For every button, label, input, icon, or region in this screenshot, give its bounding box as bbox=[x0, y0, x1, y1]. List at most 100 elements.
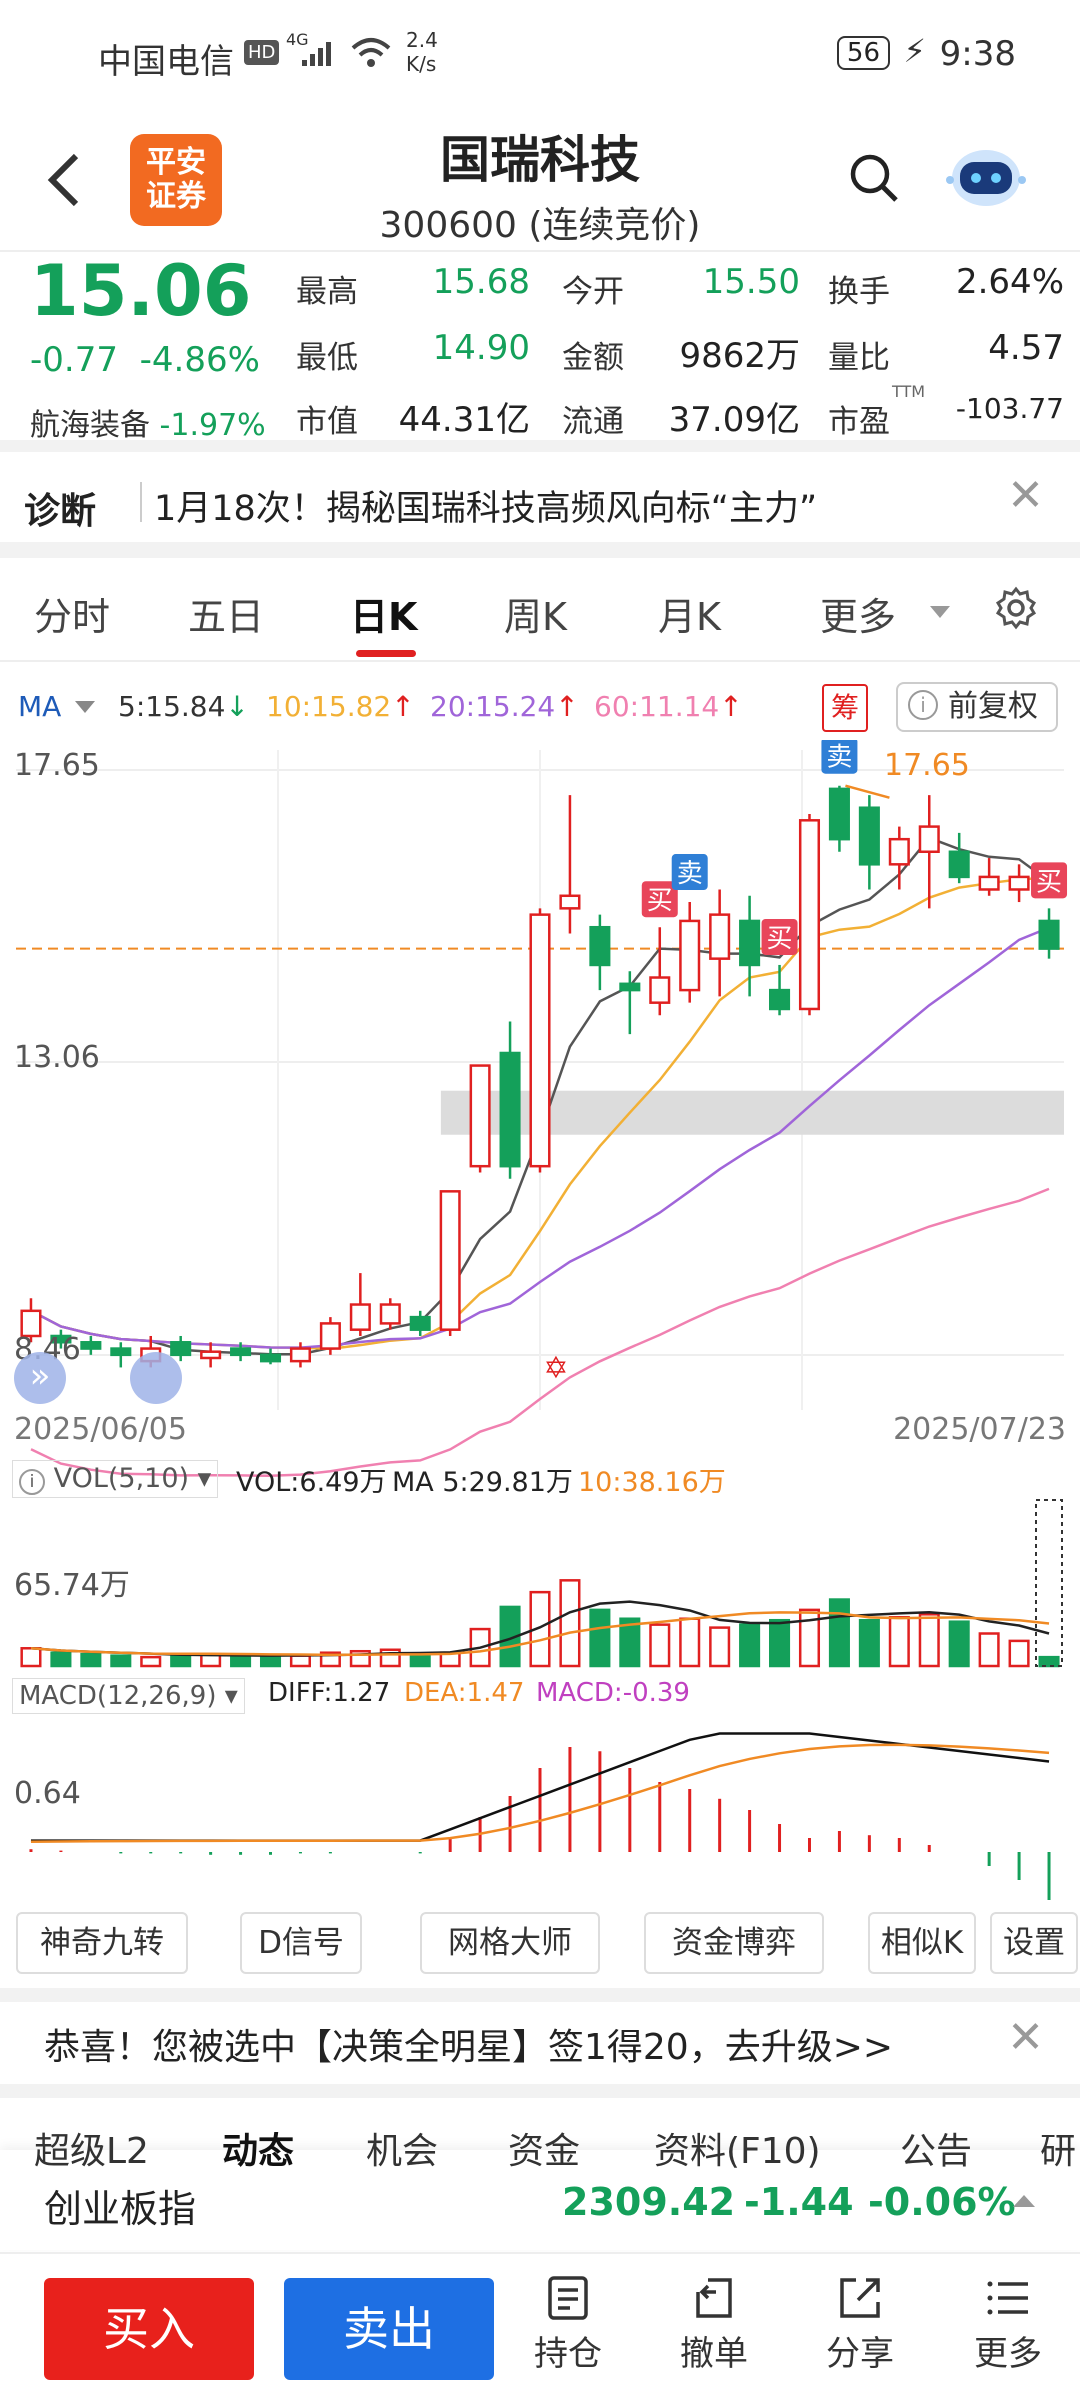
quote-field-label: 量比 bbox=[828, 340, 890, 376]
signal-tag bbox=[641, 881, 678, 918]
signal-tag-text: 买 bbox=[1036, 867, 1062, 897]
chevron-up-icon[interactable] bbox=[1012, 2194, 1036, 2208]
tab-4[interactable]: 月K bbox=[658, 595, 721, 639]
volume-bar bbox=[50, 1651, 72, 1668]
price-change: -0.77 -4.86% bbox=[30, 340, 260, 380]
indicator-button[interactable]: 设置 bbox=[990, 1912, 1078, 1974]
detail-tab[interactable]: 公告 bbox=[900, 2131, 973, 2172]
candle-body bbox=[379, 1303, 401, 1325]
detail-tab[interactable]: 机会 bbox=[366, 2131, 439, 2172]
signal-tag bbox=[671, 854, 708, 891]
share-button[interactable]: 分享 bbox=[800, 2274, 920, 2375]
volume-bar bbox=[709, 1626, 731, 1668]
chevron-down-icon[interactable] bbox=[74, 700, 96, 714]
candle-body bbox=[918, 825, 940, 854]
indicator-button[interactable]: D信号 bbox=[240, 1912, 362, 1974]
promo-banner[interactable]: 恭喜！您被选中【决策全明星】签1得20，去升级>> ✕ bbox=[0, 2000, 1080, 2084]
clock: 9:38 bbox=[939, 34, 1016, 74]
tab-0[interactable]: 分时 bbox=[34, 595, 111, 639]
detail-tab[interactable]: 动态 bbox=[222, 2131, 295, 2172]
tab-2[interactable]: 日K bbox=[350, 595, 418, 639]
volume-bar bbox=[948, 1620, 970, 1668]
diagnosis-bar[interactable]: 诊断 1月18次！揭秘国瑞科技高频风向标“主力” ✕ bbox=[0, 452, 1080, 542]
active-tab-indicator bbox=[356, 650, 416, 657]
index-ticker-bar[interactable]: 创业板指 2309.42 -1.44 -0.06% bbox=[0, 2150, 1080, 2250]
close-icon[interactable]: ✕ bbox=[1007, 2012, 1044, 2063]
high-marker-label: 17.65 bbox=[884, 748, 970, 783]
adjust-mode-button[interactable]: i 前复权 bbox=[896, 682, 1058, 732]
info-icon: i bbox=[19, 1469, 45, 1495]
settings-gear-icon[interactable] bbox=[994, 586, 1038, 630]
detail-tab[interactable]: 资金 bbox=[508, 2131, 581, 2172]
volume-bar bbox=[649, 1623, 671, 1668]
broker-logo[interactable]: 平安 证券 bbox=[130, 134, 222, 226]
y-mid-label: 13.06 bbox=[14, 1040, 100, 1075]
vol-ma5: MA 5:29.81万 bbox=[392, 1467, 573, 1498]
candle-body bbox=[709, 913, 731, 960]
sell-button[interactable]: 卖出 bbox=[284, 2278, 494, 2380]
volume-bar bbox=[1008, 1639, 1030, 1668]
candle-body bbox=[289, 1347, 311, 1363]
x-end-label: 2025/07/23 bbox=[893, 1412, 1066, 1447]
buy-button[interactable]: 买入 bbox=[44, 2278, 254, 2380]
ai-assistant-icon[interactable] bbox=[946, 140, 1026, 212]
quote-field-value: 15.68 bbox=[432, 262, 530, 302]
vol-indicator-select[interactable]: i VOL(5,10) ▾ bbox=[12, 1460, 219, 1498]
carrier-label: 中国电信 bbox=[98, 42, 234, 82]
indicator-button[interactable]: 相似K bbox=[868, 1912, 976, 1974]
candle-body bbox=[559, 894, 581, 910]
quote-field-label: 今开 bbox=[562, 274, 624, 310]
back-arrow-icon[interactable] bbox=[44, 150, 84, 210]
detail-tab[interactable]: 研 bbox=[1040, 2131, 1077, 2172]
expand-left-icon[interactable]: » bbox=[14, 1352, 66, 1404]
high-marker-line bbox=[845, 784, 890, 799]
candle-body bbox=[1038, 919, 1060, 950]
chip-distribution-button[interactable]: 筹 bbox=[822, 684, 868, 732]
search-icon[interactable] bbox=[848, 152, 900, 204]
stock-code-status: 300600 (连续竞价) bbox=[379, 205, 701, 246]
signal-tag-text: 买 bbox=[647, 886, 673, 916]
info-icon: i bbox=[908, 690, 938, 720]
fullscreen-icon[interactable] bbox=[130, 1352, 182, 1404]
more-button[interactable]: 更多 bbox=[948, 2274, 1068, 2375]
candle-body bbox=[50, 1334, 72, 1344]
detail-tab[interactable]: 超级L2 bbox=[34, 2131, 149, 2172]
sector-info[interactable]: 航海装备 -1.97% bbox=[30, 408, 266, 443]
indicator-button[interactable]: 神奇九转 bbox=[16, 1912, 188, 1974]
candle-body bbox=[649, 976, 671, 1004]
candle-body bbox=[828, 787, 850, 841]
vol-ma10: 10:38.16万 bbox=[578, 1467, 726, 1498]
menu-icon bbox=[987, 2281, 1028, 2315]
last-candle-highlight bbox=[1035, 1499, 1063, 1667]
macd-indicator-select[interactable]: MACD(12,26,9) ▾ bbox=[12, 1678, 245, 1714]
ma10-value: 10:15.82↑ bbox=[266, 690, 415, 723]
tab-3[interactable]: 周K bbox=[504, 595, 567, 639]
volume-bar bbox=[80, 1652, 102, 1668]
chevron-down-icon[interactable] bbox=[928, 604, 952, 620]
ma-label[interactable]: MA bbox=[18, 690, 62, 723]
volume-bar bbox=[858, 1618, 880, 1668]
volume-bar bbox=[978, 1632, 1000, 1668]
holdings-button[interactable]: 持仓 bbox=[508, 2274, 628, 2375]
indicator-button[interactable]: 网格大师 bbox=[420, 1912, 600, 1974]
candle-body bbox=[978, 875, 1000, 891]
candle-body bbox=[110, 1347, 132, 1357]
indicator-button[interactable]: 资金博弈 bbox=[644, 1912, 824, 1974]
tab-5[interactable]: 更多 bbox=[820, 595, 897, 639]
detail-tab[interactable]: 资料(F10) bbox=[654, 2131, 821, 2172]
diagnosis-text[interactable]: 1月18次！揭秘国瑞科技高频风向标“主力” bbox=[154, 489, 818, 529]
candle-body bbox=[769, 988, 791, 1011]
quote-field-value: 14.90 bbox=[432, 328, 530, 368]
network-type: 4G bbox=[286, 30, 309, 49]
volume-bar bbox=[589, 1608, 611, 1668]
close-icon[interactable]: ✕ bbox=[1007, 470, 1044, 521]
quote-field-label: 流通 bbox=[562, 404, 624, 440]
cancel-order-button[interactable]: 撤单 bbox=[654, 2274, 774, 2375]
promo-text[interactable]: 恭喜！您被选中【决策全明星】签1得20，去升级>> bbox=[44, 2027, 894, 2068]
candle-body bbox=[589, 925, 611, 967]
volume-bar bbox=[259, 1655, 282, 1668]
tab-1[interactable]: 五日 bbox=[188, 595, 265, 639]
volume-bar bbox=[888, 1616, 910, 1668]
ma60-line bbox=[30, 1187, 1050, 1478]
